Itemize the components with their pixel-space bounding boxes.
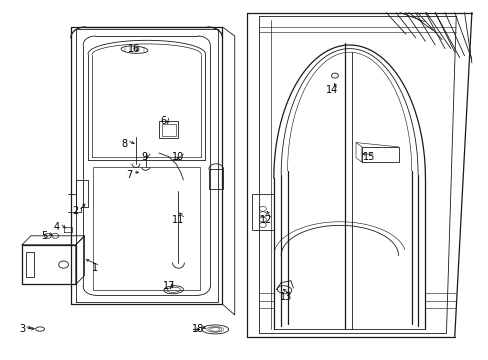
Bar bbox=[208, 169, 223, 189]
Text: 17: 17 bbox=[162, 281, 175, 291]
Text: 2: 2 bbox=[73, 206, 79, 216]
Text: 18: 18 bbox=[191, 324, 204, 334]
Text: 3: 3 bbox=[19, 324, 25, 334]
Bar bbox=[159, 121, 178, 138]
Text: 12: 12 bbox=[260, 215, 272, 225]
Bar bbox=[361, 147, 398, 162]
Bar bbox=[251, 194, 273, 230]
Bar bbox=[26, 252, 34, 277]
Text: 1: 1 bbox=[92, 263, 98, 273]
Bar bbox=[162, 123, 175, 135]
Text: 15: 15 bbox=[362, 152, 375, 162]
Text: 11: 11 bbox=[172, 215, 184, 225]
Text: 9: 9 bbox=[141, 152, 147, 162]
Text: 16: 16 bbox=[128, 44, 141, 54]
Bar bbox=[93, 167, 200, 290]
Text: 4: 4 bbox=[53, 222, 59, 232]
Text: 14: 14 bbox=[325, 85, 338, 95]
Text: 13: 13 bbox=[279, 292, 292, 302]
Text: 10: 10 bbox=[172, 152, 184, 162]
Text: 8: 8 bbox=[122, 139, 127, 149]
Text: 6: 6 bbox=[161, 116, 166, 126]
Text: 5: 5 bbox=[41, 231, 47, 241]
Text: 7: 7 bbox=[126, 170, 132, 180]
